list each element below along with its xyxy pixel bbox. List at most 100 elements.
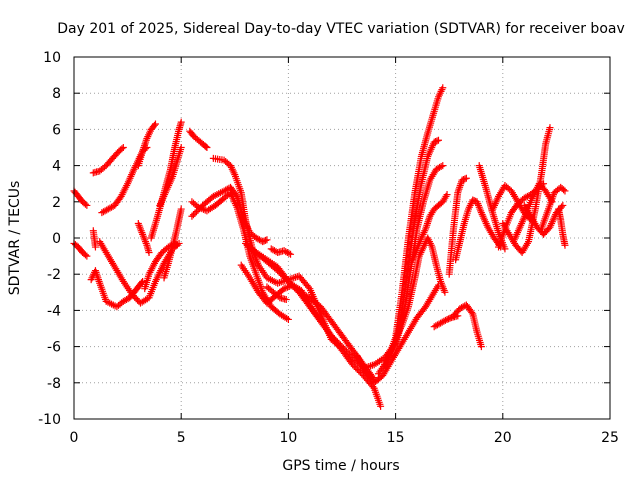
chart-title: Day 201 of 2025, Sidereal Day-to-day VTE… xyxy=(57,21,625,37)
series-arc-25 xyxy=(374,84,447,378)
data-point xyxy=(350,362,358,370)
x-tick-label: 10 xyxy=(279,430,297,446)
y-tick-label: -2 xyxy=(47,267,61,283)
data-point xyxy=(282,284,290,292)
tick-labels: 0 5 10 15 20 25 -10 -8 -6 -4 -2 0 2 4 6 8 10 xyxy=(38,50,619,446)
data-point xyxy=(83,201,91,209)
data-point xyxy=(289,282,297,290)
series-arc-2 xyxy=(70,239,91,260)
data-point xyxy=(561,241,569,249)
data-point xyxy=(437,163,445,171)
data-point xyxy=(189,211,197,219)
data-point xyxy=(284,277,292,285)
series-arc-18 xyxy=(242,239,385,410)
series-arc-40 xyxy=(555,205,569,249)
data-point xyxy=(287,250,295,258)
data-point xyxy=(91,243,99,251)
data-point xyxy=(455,185,463,193)
data-point xyxy=(177,144,185,151)
series-arc-16 xyxy=(188,189,292,323)
data-point xyxy=(352,364,360,372)
y-tick-label: 2 xyxy=(52,195,61,211)
series-arc-27 xyxy=(392,234,449,343)
data-point xyxy=(177,205,185,213)
data-point xyxy=(188,212,196,220)
series-arc-3 xyxy=(87,267,147,311)
data-point xyxy=(81,251,89,259)
data-point xyxy=(477,343,485,351)
data-point xyxy=(119,144,127,151)
y-tick-label: -4 xyxy=(47,303,61,319)
data-point xyxy=(255,236,263,244)
y-tick-label: -10 xyxy=(38,412,61,428)
data-points xyxy=(70,84,569,410)
series-arc-29 xyxy=(430,312,462,331)
data-point xyxy=(439,162,447,170)
series-arc-28 xyxy=(409,191,451,264)
y-axis-label: SDTVAR / TECUs xyxy=(7,181,23,296)
data-point xyxy=(434,136,442,144)
data-point xyxy=(443,191,451,199)
y-tick-label: -6 xyxy=(47,340,61,356)
data-point xyxy=(456,182,464,190)
data-point xyxy=(283,248,291,256)
data-point xyxy=(150,121,158,129)
data-point xyxy=(284,315,292,323)
y-tick-label: 0 xyxy=(52,231,61,247)
x-tick-label: 15 xyxy=(387,430,405,446)
data-point xyxy=(123,296,131,304)
data-point xyxy=(456,183,464,191)
series-arc-30 xyxy=(445,174,470,278)
data-point xyxy=(191,209,199,217)
data-point xyxy=(83,252,91,260)
data-point xyxy=(346,350,354,358)
data-point xyxy=(441,288,449,296)
data-point xyxy=(291,284,299,292)
data-point xyxy=(283,314,291,322)
x-tick-label: 5 xyxy=(177,430,186,446)
data-point xyxy=(141,140,149,148)
data-point xyxy=(462,174,470,182)
data-point xyxy=(194,203,202,211)
series-arc-14 xyxy=(186,127,211,151)
data-point xyxy=(454,187,462,195)
data-point xyxy=(560,186,568,194)
series-arc-39 xyxy=(537,183,569,233)
y-tick-label: 10 xyxy=(43,50,61,66)
data-point xyxy=(468,309,476,317)
x-tick-label: 0 xyxy=(70,430,79,446)
data-point xyxy=(441,316,449,324)
data-point xyxy=(270,247,278,255)
data-point xyxy=(355,367,363,375)
series-arc-24 xyxy=(359,136,442,372)
data-point xyxy=(330,335,338,343)
data-point xyxy=(333,338,341,346)
data-point xyxy=(198,205,206,213)
data-point xyxy=(559,201,567,209)
series-arc-12 xyxy=(156,144,185,209)
data-point xyxy=(329,333,337,341)
series-arc-31 xyxy=(449,301,485,351)
y-tick-label: 6 xyxy=(52,122,61,138)
data-point xyxy=(340,344,348,352)
series-arc-5 xyxy=(89,144,127,177)
series-arc-32 xyxy=(452,196,505,264)
series-arc-7 xyxy=(96,238,183,307)
y-tick-label: -8 xyxy=(47,376,61,392)
data-point xyxy=(203,144,211,151)
data-point xyxy=(286,279,294,287)
data-point xyxy=(262,236,270,244)
data-point xyxy=(282,296,290,304)
data-point xyxy=(335,339,343,347)
data-point xyxy=(284,283,292,291)
data-point xyxy=(424,218,432,226)
data-point xyxy=(343,347,351,355)
data-point xyxy=(423,220,431,228)
data-point xyxy=(446,314,454,322)
series-arc-21 xyxy=(267,245,295,258)
data-point xyxy=(287,281,295,289)
data-point xyxy=(353,365,361,373)
data-point xyxy=(81,200,89,208)
series-arc-9 xyxy=(134,220,153,256)
data-point xyxy=(280,285,288,293)
